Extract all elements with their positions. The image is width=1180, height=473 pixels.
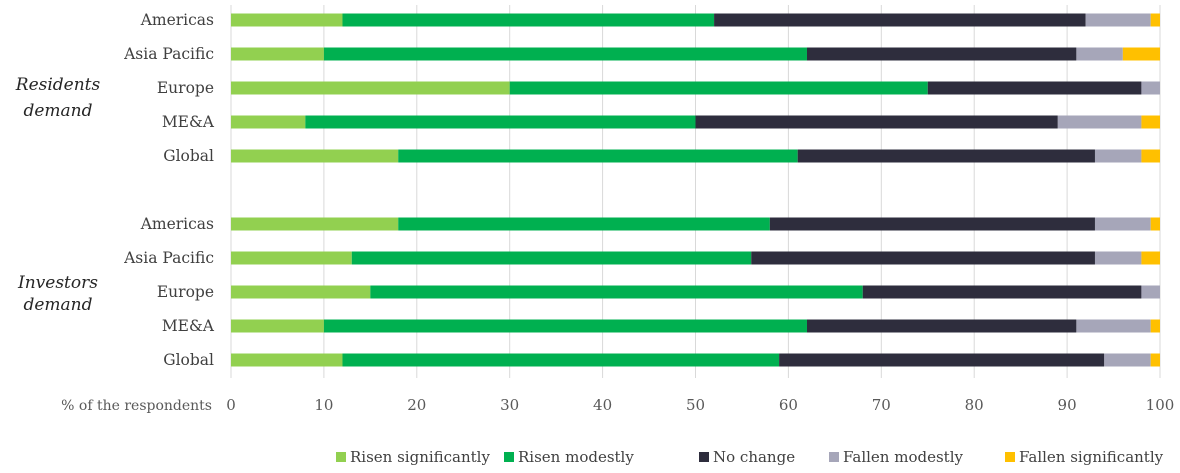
x-tick-label: 20 <box>407 396 426 414</box>
bar-g0-c2-s2 <box>927 81 1142 95</box>
bar-g0-c1-s0 <box>231 47 324 61</box>
legend-swatch <box>829 452 839 462</box>
x-tick-label: 100 <box>1146 396 1175 414</box>
category-label: ME&A <box>162 113 215 131</box>
legend-swatch <box>699 452 709 462</box>
bar-g1-c2-s0 <box>231 285 371 299</box>
x-tick-label: 90 <box>1058 396 1077 414</box>
bar-g0-c4-s3 <box>1094 149 1142 163</box>
category-label: Americas <box>140 215 214 233</box>
bar-g0-c4-s0 <box>231 149 399 163</box>
bar-g1-c3-s4 <box>1150 319 1160 333</box>
category-label: Europe <box>157 79 214 97</box>
bar-g0-c1-s4 <box>1122 47 1160 61</box>
bar-g0-c3-s2 <box>695 115 1058 129</box>
bars <box>231 13 1160 367</box>
bar-g1-c3-s2 <box>806 319 1077 333</box>
bar-g1-c2-s2 <box>862 285 1142 299</box>
x-tick-label: 50 <box>686 396 705 414</box>
bar-g1-c0-s2 <box>769 217 1095 231</box>
bar-g0-c3-s0 <box>231 115 306 129</box>
bar-g0-c2-s1 <box>509 81 928 95</box>
category-labels: Americas Asia Pacific Europe ME&A Global Amer… <box>123 11 215 369</box>
category-label: Asia Pacific <box>123 45 214 63</box>
legend-swatch <box>504 452 514 462</box>
bar-g0-c1-s1 <box>323 47 807 61</box>
x-tick-label: 70 <box>872 396 891 414</box>
legend-swatch <box>336 452 346 462</box>
bar-g0-c4-s2 <box>797 149 1095 163</box>
group-label: demand <box>23 101 92 121</box>
category-label: Americas <box>140 11 214 29</box>
group-label: Residents <box>15 75 101 95</box>
bar-g1-c1-s4 <box>1141 251 1160 265</box>
bar-g1-c3-s1 <box>323 319 807 333</box>
legend-label: Risen significantly <box>350 448 490 466</box>
bar-g1-c4-s1 <box>342 353 780 367</box>
bar-g0-c3-s1 <box>305 115 696 129</box>
bar-g0-c1-s2 <box>806 47 1077 61</box>
x-axis-label: % of the respondents <box>61 398 212 414</box>
legend-swatch <box>1005 452 1015 462</box>
legend-label: Risen modestly <box>518 448 634 466</box>
bar-g1-c0-s4 <box>1150 217 1160 231</box>
category-label: Asia Pacific <box>123 249 214 267</box>
bar-g1-c2-s3 <box>1141 285 1160 299</box>
bar-g1-c4-s2 <box>779 353 1105 367</box>
bar-g1-c0-s3 <box>1094 217 1151 231</box>
bar-g0-c2-s3 <box>1141 81 1160 95</box>
x-tick-label: 0 <box>226 396 236 414</box>
bar-g1-c1-s1 <box>351 251 752 265</box>
bar-g0-c0-s0 <box>231 13 343 27</box>
bar-g1-c1-s0 <box>231 251 352 265</box>
bar-g1-c2-s1 <box>370 285 863 299</box>
bar-g1-c1-s3 <box>1094 251 1142 265</box>
category-label: ME&A <box>162 317 215 335</box>
bar-g0-c1-s3 <box>1076 47 1123 61</box>
x-tick-label: 40 <box>593 396 612 414</box>
x-tick-labels: 0 10 20 30 40 50 60 70 80 90 100 <box>226 396 1174 414</box>
bar-g0-c0-s3 <box>1085 13 1151 27</box>
gridlines <box>230 5 1161 378</box>
x-tick-label: 80 <box>965 396 984 414</box>
bar-g1-c3-s0 <box>231 319 324 333</box>
x-tick-label: 60 <box>779 396 798 414</box>
bar-g0-c0-s4 <box>1150 13 1160 27</box>
bar-g0-c2-s0 <box>231 81 510 95</box>
bar-g1-c1-s2 <box>751 251 1095 265</box>
bar-g0-c3-s4 <box>1141 115 1160 129</box>
category-label: Europe <box>157 283 214 301</box>
bar-g1-c4-s0 <box>231 353 343 367</box>
bar-g1-c0-s0 <box>231 217 399 231</box>
x-tick-label: 30 <box>500 396 519 414</box>
bar-g1-c0-s1 <box>398 217 770 231</box>
category-label: Global <box>163 351 214 369</box>
bar-g0-c0-s1 <box>342 13 715 27</box>
bar-g0-c4-s1 <box>398 149 798 163</box>
legend-label: No change <box>713 448 795 466</box>
bar-g1-c4-s4 <box>1150 353 1160 367</box>
x-tick-label: 10 <box>314 396 333 414</box>
group-label: Investors <box>17 273 98 293</box>
bar-g0-c0-s2 <box>714 13 1086 27</box>
legend: Risen significantly Risen modestly No chan… <box>336 448 1164 466</box>
group-label: demand <box>23 295 92 315</box>
bar-g0-c3-s3 <box>1057 115 1142 129</box>
category-label: Global <box>163 147 214 165</box>
legend-label: Fallen modestly <box>843 448 963 466</box>
bar-g1-c4-s3 <box>1104 353 1151 367</box>
bar-g0-c4-s4 <box>1141 149 1160 163</box>
legend-label: Fallen significantly <box>1019 448 1164 466</box>
bar-g1-c3-s3 <box>1076 319 1151 333</box>
